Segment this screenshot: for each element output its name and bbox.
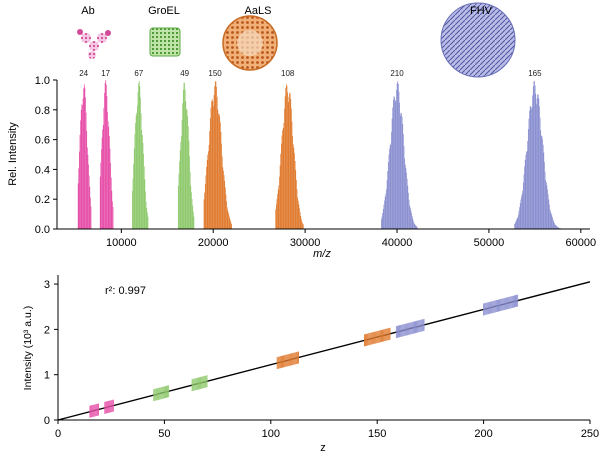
charge-state-label: 165 (528, 69, 542, 78)
bottom-y-tick-label: 2 (44, 324, 50, 336)
bottom-y-axis-title: Intensity (10³ a.u.) (22, 306, 34, 391)
spectrum-envelope-aals-0 (203, 81, 232, 229)
spectrum-envelope-groel-1 (177, 82, 195, 229)
intensity-vs-charge-plot: 0 50 100 150 200 250 0 1 2 3 r²: 0.997 Intensity … (22, 275, 599, 454)
bottom-x-tick-label: 200 (474, 428, 492, 440)
spectrum-envelope-fhv-0 (381, 80, 418, 229)
fhv-image (440, 2, 516, 78)
top-x-tick-label: 60000 (566, 237, 597, 249)
charge-state-labels: 24 17 67 49 150 108 210 165 (79, 69, 542, 78)
charge-cluster-aals (363, 327, 391, 347)
spectrum-envelopes (77, 80, 561, 229)
bottom-x-tick-label: 150 (368, 428, 386, 440)
spectrum-envelope-ab-0 (77, 84, 92, 229)
top-x-tick-label: 10000 (106, 237, 137, 249)
charge-cluster-aals (276, 351, 299, 370)
spectrum-envelope-ab-1 (99, 80, 114, 229)
top-y-tick-label: 0.2 (35, 194, 50, 206)
spectrum-envelope-aals-1 (275, 84, 304, 229)
charge-cluster-fhv (483, 294, 519, 316)
molecule-label-aals: AaLS (245, 5, 272, 17)
top-y-tick-label: 0.0 (35, 224, 50, 236)
charge-state-label: 108 (281, 69, 295, 78)
top-x-tick-label: 50000 (474, 237, 505, 249)
bottom-x-tick-label: 100 (262, 428, 280, 440)
top-y-axis-title: Rel. Intensity (7, 122, 19, 186)
bottom-x-tick-label: 0 (55, 428, 61, 440)
molecule-label-fhv: FHV (470, 5, 493, 17)
charge-state-label: 150 (208, 69, 222, 78)
spectrum-envelope-groel-0 (132, 80, 149, 229)
molecule-images (77, 2, 516, 78)
bottom-x-tick-label: 50 (158, 428, 170, 440)
top-y-tick-label: 1.0 (35, 75, 50, 87)
charge-state-label: 67 (134, 69, 143, 78)
mass-spectrum-plot: 24 17 67 49 150 108 210 165 10000 20000 30000 4000… (7, 69, 596, 260)
charge-cluster-ab (104, 399, 114, 414)
charge-state-label: 24 (79, 69, 88, 78)
top-x-tick-label: 30000 (290, 237, 321, 249)
top-y-tick-label: 0.4 (35, 164, 50, 176)
antibody-image (77, 29, 111, 59)
charge-cluster-ab (89, 403, 99, 418)
charge-state-label: 17 (101, 69, 110, 78)
spectrum-envelope-fhv-1 (514, 81, 561, 229)
top-y-tick-label: 0.6 (35, 135, 50, 147)
r-squared-annotation: r²: 0.997 (105, 285, 146, 297)
bottom-x-axis-title: z (320, 442, 326, 454)
bottom-y-tick-label: 1 (44, 370, 50, 382)
top-axis-ticks: 10000 20000 30000 40000 50000 60000 0.0 0.2 0.4 0… (35, 75, 596, 249)
charge-state-label: 49 (180, 69, 189, 78)
top-x-tick-label: 40000 (382, 237, 413, 249)
bottom-axis-ticks: 0 50 100 150 200 250 0 1 2 3 (44, 279, 599, 440)
charge-cluster-fhv (395, 318, 425, 339)
top-x-tick-label: 20000 (198, 237, 229, 249)
groel-image (149, 27, 181, 57)
charge-state-clusters (89, 294, 519, 418)
top-x-axis-title: m/z (313, 248, 331, 260)
bottom-y-tick-label: 0 (44, 415, 50, 427)
molecule-label-ab: Ab (81, 5, 94, 17)
aals-image-core (237, 30, 263, 56)
molecule-label-groel: GroEL (148, 5, 180, 17)
charge-cluster-groel (191, 375, 208, 392)
bottom-x-tick-label: 250 (581, 428, 599, 440)
charge-cluster-groel (153, 385, 170, 402)
bottom-y-tick-label: 3 (44, 279, 50, 291)
top-y-tick-label: 0.8 (35, 105, 50, 117)
charge-state-label: 210 (390, 69, 404, 78)
